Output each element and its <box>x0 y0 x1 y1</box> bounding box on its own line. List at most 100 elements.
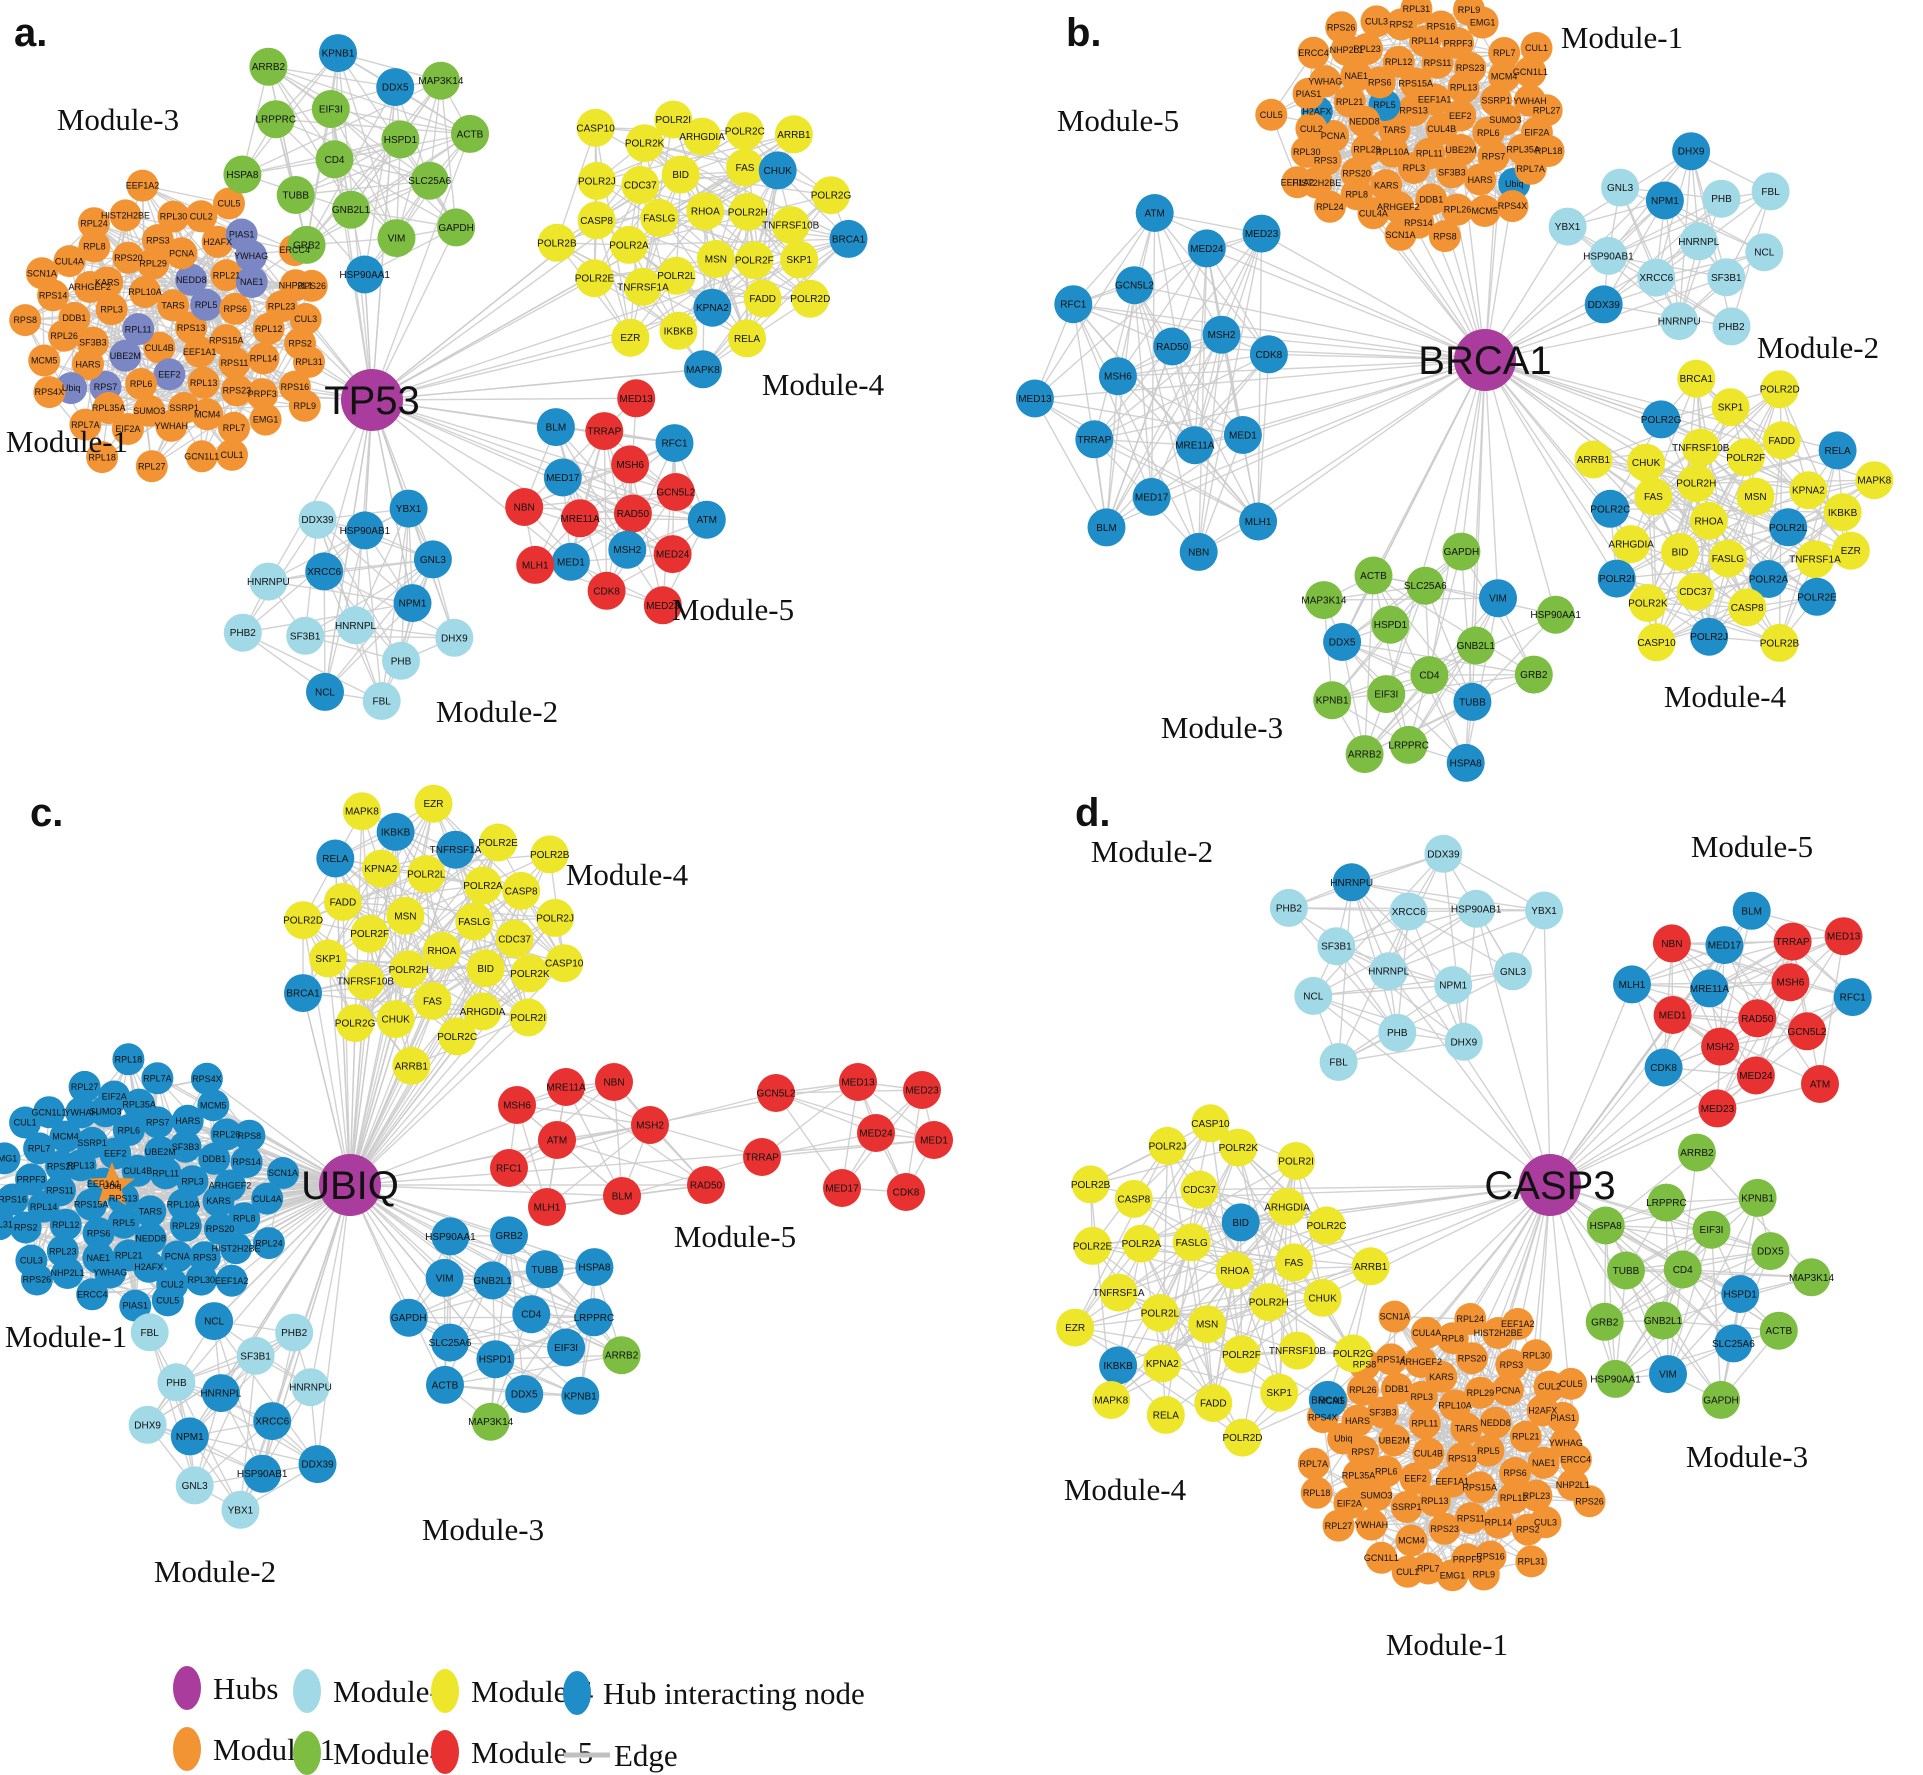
node-RPL3[interactable] <box>1397 152 1430 184</box>
node-PHB[interactable] <box>382 641 420 680</box>
node-RPS13[interactable] <box>175 311 208 344</box>
node-MCM5[interactable] <box>197 1089 230 1122</box>
node-GCN5L2[interactable] <box>656 473 695 511</box>
node-HNRNPU[interactable] <box>249 562 288 601</box>
node-RPS6[interactable] <box>1499 1457 1531 1489</box>
node-RPL13[interactable] <box>1418 1484 1451 1517</box>
node-UBE2M[interactable] <box>109 339 142 372</box>
node-Ubiq[interactable] <box>1327 1422 1360 1455</box>
node-NCL[interactable] <box>195 1302 234 1341</box>
node-GNB2L1[interactable] <box>1456 626 1495 665</box>
node-BLM[interactable] <box>536 408 575 447</box>
node-YWHAH[interactable] <box>65 1096 98 1129</box>
node-RPS2[interactable] <box>9 1211 42 1244</box>
node-SF3B1[interactable] <box>1317 927 1356 966</box>
node-SCN1A[interactable] <box>25 257 58 290</box>
node-SCN1A[interactable] <box>267 1157 299 1189</box>
node-RPL13[interactable] <box>187 366 220 399</box>
node-POLR2H[interactable] <box>389 950 428 989</box>
node-SKP1[interactable] <box>780 240 819 279</box>
node-CDC37[interactable] <box>1676 572 1715 611</box>
node-CASP8[interactable] <box>502 871 541 910</box>
node-RPL27[interactable] <box>1530 94 1563 127</box>
node-ARHGDIA[interactable] <box>463 992 502 1031</box>
node-CUL4B[interactable] <box>1412 1437 1445 1470</box>
node-FAS[interactable] <box>726 148 764 187</box>
node-CD4[interactable] <box>512 1295 551 1334</box>
node-MAP3K14[interactable] <box>1792 1258 1831 1297</box>
node-RPL7[interactable] <box>23 1132 56 1165</box>
node-TRRAP[interactable] <box>585 412 624 451</box>
node-SF3B3[interactable] <box>1366 1396 1399 1429</box>
node-ATM[interactable] <box>538 1121 576 1159</box>
node-EIF2A[interactable] <box>111 413 144 445</box>
node-RAD50[interactable] <box>613 494 652 533</box>
node-CUL4A[interactable] <box>251 1182 284 1215</box>
node-FBL[interactable] <box>130 1313 169 1352</box>
node-FADD[interactable] <box>743 279 782 318</box>
node-HSP90AB1[interactable] <box>1457 889 1496 928</box>
node-RPS7[interactable] <box>1477 140 1510 173</box>
node-RELA[interactable] <box>316 839 355 878</box>
node-GAPDH[interactable] <box>1702 1380 1740 1419</box>
node-RPS23[interactable] <box>1428 1512 1461 1545</box>
node-MSH6[interactable] <box>498 1086 536 1124</box>
node-YBX1[interactable] <box>389 489 428 528</box>
node-FAS[interactable] <box>1274 1243 1313 1282</box>
node-RAD50[interactable] <box>1153 327 1192 366</box>
node-HSPA8[interactable] <box>223 155 262 194</box>
node-POLR2E[interactable] <box>1073 1226 1112 1265</box>
node-ACTB[interactable] <box>451 114 489 153</box>
node-H2AFX[interactable] <box>132 1250 165 1283</box>
node-GAPDH[interactable] <box>389 1298 428 1337</box>
node-YBX1[interactable] <box>221 1490 260 1529</box>
node-RPL7A[interactable] <box>69 408 102 441</box>
node-RPL29[interactable] <box>169 1209 202 1242</box>
node-XRCC6[interactable] <box>1637 258 1676 297</box>
node-RPS6[interactable] <box>219 292 252 325</box>
node-CUL3[interactable] <box>1529 1506 1562 1539</box>
node-RPS15A[interactable] <box>75 1188 108 1221</box>
node-NBN[interactable] <box>1179 532 1218 571</box>
node-PCNA[interactable] <box>165 237 198 270</box>
node-VIM[interactable] <box>377 219 416 258</box>
node-MED1[interactable] <box>1653 996 1692 1034</box>
node-RPS15A[interactable] <box>1463 1471 1496 1504</box>
node-RPS14[interactable] <box>1375 1343 1408 1376</box>
node-HSPD1[interactable] <box>1371 605 1410 644</box>
node-CD4[interactable] <box>1663 1250 1702 1289</box>
node-HARS[interactable] <box>72 348 104 381</box>
node-RPL9[interactable] <box>1453 0 1485 26</box>
node-POLR2H[interactable] <box>1677 464 1716 503</box>
node-TNFRSF1A[interactable] <box>1099 1273 1138 1312</box>
node-MSH2[interactable] <box>608 530 647 569</box>
node-IKBKB[interactable] <box>659 311 698 350</box>
node-EEF1A2[interactable] <box>215 1264 248 1297</box>
node-POLR2K[interactable] <box>625 124 664 163</box>
node-ARRB2[interactable] <box>1677 1133 1716 1172</box>
node-ARRB1[interactable] <box>392 1046 431 1085</box>
node-RPL11[interactable] <box>1408 1407 1441 1440</box>
node-TRRAP[interactable] <box>1773 922 1812 961</box>
node-CASP10[interactable] <box>1191 1104 1230 1143</box>
node-RPL5[interactable] <box>1472 1434 1505 1467</box>
node-RPS26[interactable] <box>20 1263 53 1296</box>
node-MSH6[interactable] <box>611 445 650 484</box>
node-RPS16[interactable] <box>1425 10 1457 43</box>
node-RPL9[interactable] <box>288 389 321 422</box>
node-RPL24[interactable] <box>252 1227 285 1260</box>
node-MED13[interactable] <box>1824 917 1863 956</box>
node-MAPK8[interactable] <box>683 350 722 389</box>
node-NAE1[interactable] <box>1527 1446 1560 1479</box>
node-RPL14[interactable] <box>1482 1506 1515 1539</box>
node-RPL7A[interactable] <box>1297 1447 1330 1480</box>
node-FADD[interactable] <box>323 882 362 921</box>
node-EZR[interactable] <box>1056 1308 1095 1347</box>
node-EZR[interactable] <box>1831 531 1870 570</box>
node-GRB2[interactable] <box>490 1216 528 1255</box>
node-GNB2L1[interactable] <box>1644 1301 1682 1340</box>
node-POLR2A[interactable] <box>1749 560 1788 598</box>
node-CUL1[interactable] <box>216 438 248 471</box>
node-MAP3K14[interactable] <box>421 61 460 100</box>
node-LRPPRC[interactable] <box>256 100 295 139</box>
